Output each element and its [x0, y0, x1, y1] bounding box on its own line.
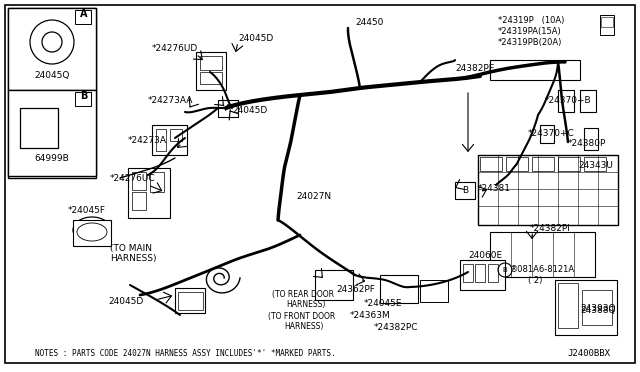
Text: B: B [80, 91, 88, 101]
Bar [460, 260, 505, 290]
Text: *24276UC: *24276UC [110, 173, 156, 183]
Bar [218, 100, 238, 117]
Bar [170, 129, 182, 141]
Bar [558, 90, 574, 112]
Text: *24045F: *24045F [68, 205, 106, 215]
Text: ®081A6-8121A: ®081A6-8121A [510, 266, 575, 275]
Bar [156, 129, 166, 151]
Bar [8, 8, 96, 90]
Text: *24380P: *24380P [568, 138, 606, 148]
Bar [200, 72, 222, 84]
Text: *24276UD: *24276UD [152, 44, 198, 52]
Bar [555, 280, 617, 335]
Text: 24045D: 24045D [238, 33, 273, 42]
Bar [8, 8, 96, 178]
Text: *24273A: *24273A [128, 135, 167, 144]
Bar [584, 157, 606, 171]
Text: J2400BBX: J2400BBX [567, 350, 610, 359]
Bar [490, 60, 580, 80]
Bar [420, 280, 448, 302]
Text: 24045D: 24045D [108, 298, 143, 307]
Text: NOTES : PARTS CODE 24027N HARNESS ASSY INCLUDES'*' *MARKED PARTS.: NOTES : PARTS CODE 24027N HARNESS ASSY I… [35, 350, 335, 359]
Bar [558, 157, 580, 171]
Bar [582, 290, 612, 325]
Text: *24045E: *24045E [364, 299, 403, 308]
Text: 24045D: 24045D [232, 106, 268, 115]
Bar [315, 270, 353, 300]
Text: HARNESS): HARNESS) [110, 253, 157, 263]
Bar [532, 157, 554, 171]
Text: 24382PE: 24382PE [455, 64, 494, 73]
Bar [478, 155, 618, 225]
Text: *24319PA(15A): *24319PA(15A) [498, 26, 562, 35]
Text: 24045Q: 24045Q [35, 71, 70, 80]
Bar [20, 108, 58, 148]
Text: A: A [225, 103, 231, 112]
Bar [8, 90, 96, 176]
Bar [601, 17, 613, 27]
Bar [463, 264, 473, 282]
Bar [558, 283, 578, 328]
Text: 24388Q: 24388Q [580, 305, 616, 314]
Text: 24450: 24450 [355, 17, 383, 26]
Bar [128, 168, 170, 218]
Text: ( 2): ( 2) [528, 276, 542, 285]
Text: *24381: *24381 [478, 183, 511, 192]
Text: 64999B: 64999B [35, 154, 69, 163]
Bar [455, 182, 475, 199]
Bar [480, 157, 502, 171]
Text: *24273AA: *24273AA [148, 96, 193, 105]
Text: 24027N: 24027N [296, 192, 331, 201]
Text: HARNESS): HARNESS) [286, 301, 325, 310]
Text: A: A [80, 9, 88, 19]
Bar [475, 264, 485, 282]
Bar [580, 90, 596, 112]
Text: *24370+B: *24370+B [545, 96, 591, 105]
Text: (TO MAIN: (TO MAIN [110, 244, 152, 253]
Bar [506, 157, 528, 171]
Text: HARNESS): HARNESS) [284, 321, 323, 330]
Text: *24382PI: *24382PI [530, 224, 571, 232]
Bar [73, 220, 111, 246]
Text: 24362PF: 24362PF [336, 285, 375, 295]
Bar [152, 125, 187, 155]
Bar [75, 10, 91, 24]
Text: 24060E: 24060E [468, 250, 502, 260]
Text: *24363M: *24363M [350, 311, 391, 320]
Text: B: B [502, 267, 508, 273]
Text: 24343U: 24343U [578, 160, 613, 170]
Text: (TO FRONT DOOR: (TO FRONT DOOR [268, 311, 335, 321]
Text: *24319PB(20A): *24319PB(20A) [498, 38, 563, 46]
Text: (TO REAR DOOR: (TO REAR DOOR [272, 291, 334, 299]
Bar [584, 128, 598, 150]
Bar [132, 172, 146, 190]
Bar [178, 292, 203, 310]
Bar [132, 192, 146, 210]
Bar [196, 52, 226, 90]
Text: 24393Q: 24393Q [580, 304, 616, 312]
Bar [490, 232, 595, 277]
Bar [488, 264, 498, 282]
Bar [600, 15, 614, 35]
Bar [380, 275, 418, 303]
Bar [150, 172, 164, 192]
Text: B: B [462, 186, 468, 195]
Bar [75, 92, 91, 106]
Bar [175, 288, 205, 313]
Text: *24370+C: *24370+C [528, 128, 575, 138]
Text: *24319P   (10A): *24319P (10A) [498, 16, 564, 25]
Bar [540, 125, 554, 143]
Bar [200, 56, 222, 70]
Text: *24382PC: *24382PC [374, 324, 419, 333]
